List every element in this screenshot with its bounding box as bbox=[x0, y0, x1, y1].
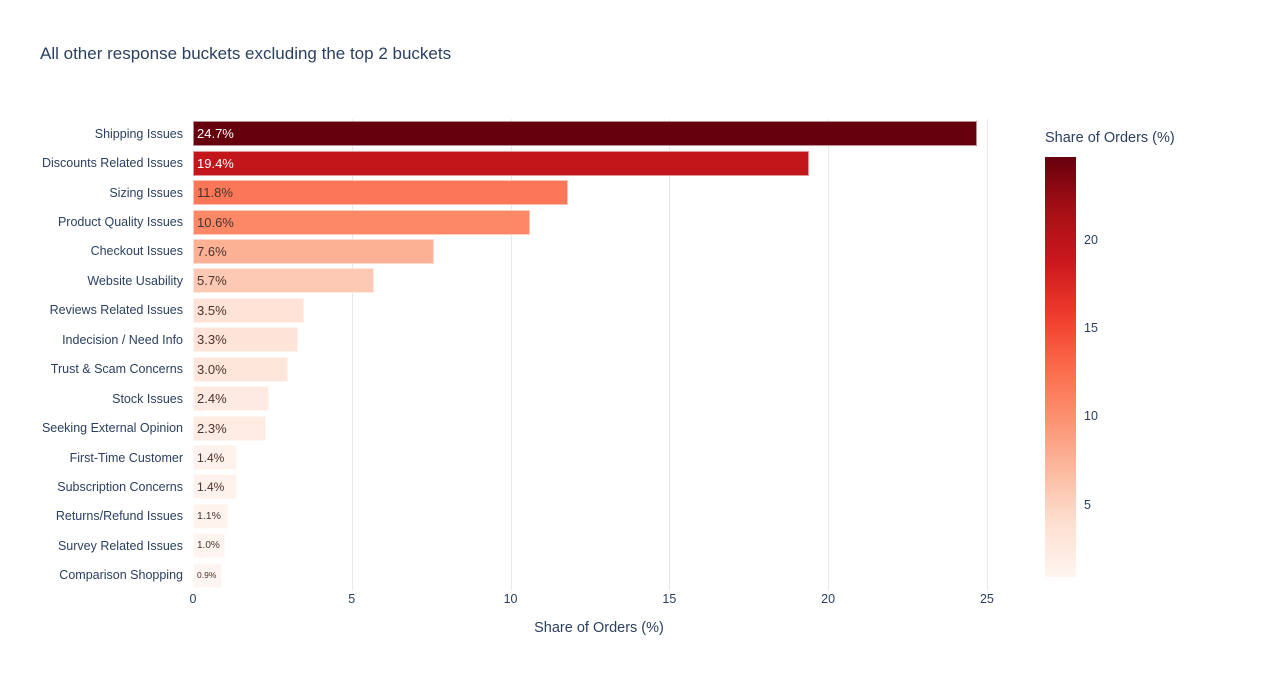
bar-value-label: 5.7% bbox=[197, 273, 227, 289]
bar-website-usability[interactable]: 5.7% bbox=[193, 268, 374, 294]
plot-area: 24.7% 19.4% 11.8% 10.6% 7.6% 5.7% 3.5% 3.3% 3.0%… bbox=[193, 119, 1005, 590]
bar-survey-related-issues[interactable]: 1.0% bbox=[193, 533, 225, 559]
category-label: Returns/Refund Issues bbox=[55, 509, 183, 524]
x-tick-label-25: 25 bbox=[979, 592, 994, 606]
colorbar-gradient bbox=[1045, 157, 1076, 577]
category-label: First-Time Customer bbox=[69, 450, 183, 465]
category-label: Checkout Issues bbox=[90, 244, 183, 259]
colorbar-tick-labels: 20 15 10 5 bbox=[1084, 157, 1124, 577]
x-tick-label-5: 5 bbox=[348, 592, 356, 606]
gridline-x-25 bbox=[986, 119, 988, 590]
category-label: Discounts Related Issues bbox=[41, 156, 183, 171]
bar-value-label: 3.5% bbox=[197, 302, 227, 318]
colorbar-tick-label-5: 5 bbox=[1084, 497, 1091, 512]
bar-comparison-shopping[interactable]: 0.9% bbox=[193, 562, 222, 588]
bar-sizing-issues[interactable]: 11.8% bbox=[193, 180, 568, 206]
category-label: Reviews Related Issues bbox=[49, 303, 183, 318]
bar-shipping-issues[interactable]: 24.7% bbox=[193, 121, 978, 147]
bar-value-label: 1.1% bbox=[197, 510, 221, 523]
bar-seeking-external-opinion[interactable]: 2.3% bbox=[193, 415, 267, 441]
bar-discounts-related-issues[interactable]: 19.4% bbox=[193, 150, 810, 176]
bar-value-label: 1.4% bbox=[197, 479, 225, 494]
bar-stock-issues[interactable]: 2.4% bbox=[193, 386, 270, 412]
category-label: Seeking External Opinion bbox=[41, 421, 183, 436]
category-label: Stock Issues bbox=[112, 391, 183, 406]
category-label: Survey Related Issues bbox=[57, 538, 183, 553]
x-tick-label-10: 10 bbox=[503, 592, 518, 606]
x-tick-label-0: 0 bbox=[189, 592, 197, 606]
bar-reviews-related-issues[interactable]: 3.5% bbox=[193, 297, 305, 323]
bar-checkout-issues[interactable]: 7.6% bbox=[193, 238, 435, 264]
category-label: Indecision / Need Info bbox=[62, 332, 183, 347]
category-label: Product Quality Issues bbox=[57, 215, 183, 230]
bar-value-label: 3.3% bbox=[197, 332, 227, 348]
x-tick-label-20: 20 bbox=[821, 592, 836, 606]
bar-value-label: 10.6% bbox=[197, 214, 234, 230]
colorbar-tick-label-10: 10 bbox=[1084, 409, 1098, 424]
bar-trust-scam-concerns[interactable]: 3.0% bbox=[193, 356, 289, 382]
chart-title: All other response buckets excluding the… bbox=[40, 44, 452, 63]
category-label: Trust & Scam Concerns bbox=[50, 362, 183, 377]
category-label: Website Usability bbox=[87, 273, 183, 288]
x-tick-label-15: 15 bbox=[662, 592, 677, 606]
x-axis-title: Share of Orders (%) bbox=[534, 620, 664, 636]
colorbar-tick-label-15: 15 bbox=[1084, 320, 1098, 335]
x-axis-tick-labels: 0 5 10 15 20 25 bbox=[189, 592, 1005, 609]
bar-value-label: 1.4% bbox=[197, 450, 225, 465]
bar-value-label: 0.9% bbox=[197, 570, 217, 581]
gridline-x-20 bbox=[828, 119, 830, 590]
bar-indecision-need-info[interactable]: 3.3% bbox=[193, 327, 298, 353]
gridline-x-10 bbox=[510, 119, 512, 590]
bar-value-label: 11.8% bbox=[197, 185, 233, 201]
bar-value-label: 7.6% bbox=[197, 243, 227, 259]
category-label: Shipping Issues bbox=[94, 126, 183, 141]
bar-value-label: 2.3% bbox=[197, 420, 227, 436]
category-label: Comparison Shopping bbox=[59, 568, 183, 583]
bar-value-label: 1.0% bbox=[197, 539, 220, 551]
bar-product-quality-issues[interactable]: 10.6% bbox=[193, 209, 530, 235]
bar-value-label: 24.7% bbox=[197, 126, 234, 142]
gridline-x-5 bbox=[351, 119, 353, 590]
bar-value-label: 19.4% bbox=[197, 155, 234, 171]
y-axis-labels: Shipping Issues Discounts Related Issues S… bbox=[0, 119, 188, 590]
colorbar-title: Share of Orders (%) bbox=[1045, 130, 1175, 146]
bar-value-label: 2.4% bbox=[197, 391, 227, 407]
category-label: Sizing Issues bbox=[109, 185, 183, 200]
colorbar-tick-label-20: 20 bbox=[1084, 232, 1098, 247]
bars-layer: 24.7% 19.4% 11.8% 10.6% 7.6% 5.7% 3.5% 3.3% 3.0%… bbox=[193, 119, 1005, 590]
bar-value-label: 3.0% bbox=[197, 361, 227, 377]
category-label: Subscription Concerns bbox=[57, 479, 183, 494]
bar-returns-refund-issues[interactable]: 1.1% bbox=[193, 503, 228, 529]
gridline-x-15 bbox=[669, 119, 671, 590]
bar-first-time-customer[interactable]: 1.4% bbox=[193, 445, 238, 471]
bar-subscription-concerns[interactable]: 1.4% bbox=[193, 474, 238, 500]
